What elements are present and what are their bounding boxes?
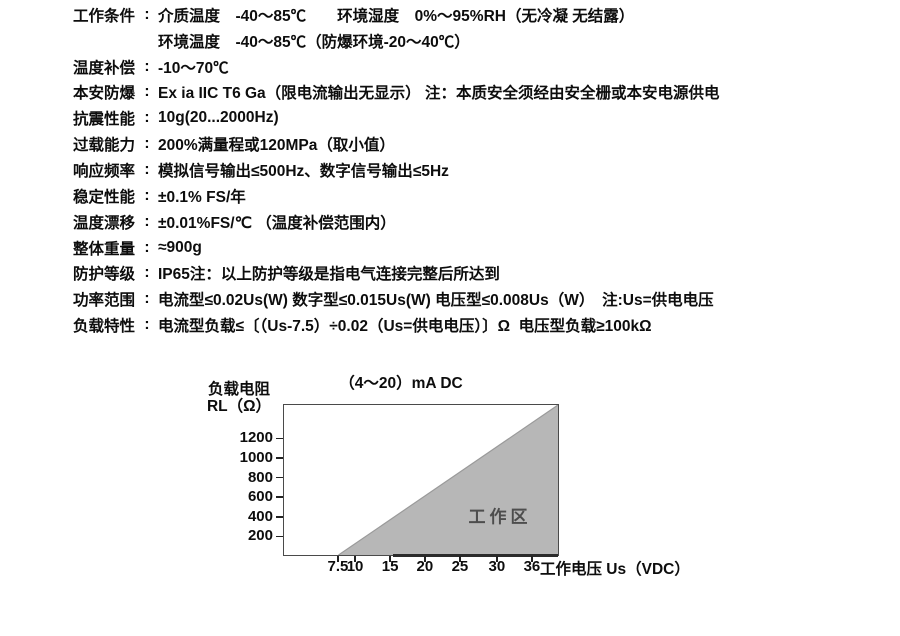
x-tick-mark: [389, 556, 391, 562]
spec-label: 稳定性能: [73, 188, 136, 206]
spec-label: 抗震性能: [73, 111, 136, 129]
spec-value: 10g(20...2000Hz): [158, 109, 279, 127]
boundary-line: [338, 405, 558, 555]
y-tick-label: 800: [247, 468, 273, 486]
spec-row: 环境温度 -40～85℃（防爆环境-20～40℃）: [73, 28, 720, 54]
spec-label: 防护等级: [73, 266, 136, 284]
spec-value: 模拟信号输出≤500Hz、数字信号输出≤5Hz: [158, 162, 449, 180]
spec-value: 电流型负载≤〔（Us-7.5）÷0.02（Us=供电电压）〕Ω 电压型负载≥10…: [158, 318, 652, 336]
spec-value: IP65注：以上防护等级是指电气连接完整后所达到: [158, 266, 500, 284]
y-axis-title-line2: RL（Ω）: [206, 397, 272, 415]
y-tick-mark: [276, 535, 283, 538]
x-tick-mark: [531, 556, 533, 562]
x-tick-mark: [337, 556, 339, 562]
spec-colon: :: [144, 212, 150, 230]
spec-colon: :: [144, 57, 150, 75]
x-tick-label: 20: [416, 558, 434, 575]
x-axis-thick-line: [393, 554, 558, 557]
x-axis-title: 工作电压 Us（VDC）: [540, 561, 690, 578]
working-area-chart-canvas: [338, 405, 558, 555]
spec-value: ≈900g: [158, 238, 202, 256]
y-tick-mark: [276, 496, 283, 498]
x-tick-mark: [354, 556, 356, 562]
spec-value: -10～70℃: [158, 59, 229, 77]
spec-label: 本安防爆: [73, 85, 136, 103]
spec-row: 防护等级: IP65注：以上防护等级是指电气连接完整后所达到: [73, 260, 720, 286]
y-axis-title: 负载电阻 RL（Ω）: [197, 381, 281, 415]
spec-label: 温度漂移: [73, 214, 136, 232]
spec-label: 响应频率: [73, 162, 136, 180]
spec-colon: :: [144, 5, 150, 23]
x-tick-label: 7.5: [327, 558, 349, 575]
spec-row: 负载特性: 电流型负载≤〔（Us-7.5）÷0.02（Us=供电电压）〕Ω 电压型…: [73, 312, 720, 338]
spec-value: 电流型≤0.02Us(W) 数字型≤0.015Us(W) 电压型≤0.008Us…: [158, 292, 714, 310]
spec-row: 本安防爆: Ex ia IIC T6 Ga（限电流输出无显示） 注：本质安全须经由…: [73, 80, 720, 106]
spec-row: 温度补偿: -10～70℃: [73, 54, 720, 80]
y-tick-mark: [276, 476, 283, 479]
spec-label: 整体重量: [73, 240, 136, 258]
spec-value: Ex ia IIC T6 Ga（限电流输出无显示） 注：本质安全须经由安全栅或本…: [158, 85, 720, 103]
spec-row: 整体重量: ≈900g: [73, 235, 720, 261]
y-tick-mark: [276, 437, 283, 440]
spec-value: 介质温度 -40～85℃ 环境湿度 0%～95%RH（无冷凝 无结露）: [158, 7, 635, 25]
plot-area: [283, 404, 559, 557]
spec-value: 200%满量程或120MPa（取小值）: [158, 137, 395, 155]
spec-label: 工作条件: [73, 7, 136, 25]
spec-colon: :: [144, 264, 150, 282]
spec-label: 过载能力: [73, 137, 136, 155]
working-area-label: 工作区: [468, 507, 532, 527]
spec-row: 温度漂移: ±0.01%FS/℃ （温度补偿范围内）: [73, 209, 720, 235]
x-tick-label: 25: [451, 558, 469, 575]
spec-row: 工作条件: 介质温度 -40～85℃ 环境湿度 0%～95%RH（无冷凝 无结露）: [73, 2, 720, 28]
spec-value: ±0.1% FS/年: [158, 188, 246, 206]
spec-colon: :: [144, 109, 150, 127]
x-tick-mark: [424, 556, 426, 562]
spec-value: ±0.01%FS/℃ （温度补偿范围内）: [158, 214, 396, 232]
spec-colon: :: [144, 186, 150, 204]
x-tick-mark: [459, 556, 461, 562]
spec-list: 工作条件: 介质温度 -40～85℃ 环境湿度 0%～95%RH（无冷凝 无结露）…: [73, 2, 720, 338]
y-tick-label: 1200: [239, 429, 273, 447]
spec-row: 稳定性能: ±0.1% FS/年: [73, 183, 720, 209]
spec-label: 温度补偿: [73, 59, 136, 77]
y-tick-label: 400: [247, 507, 273, 525]
spec-row: 响应频率: 模拟信号输出≤500Hz、数字信号输出≤5Hz: [73, 157, 720, 183]
spec-label: 负载特性: [73, 318, 136, 336]
spec-row: 过载能力:200%满量程或120MPa（取小值）: [73, 131, 720, 157]
x-tick-label: 15: [381, 558, 399, 575]
x-tick-label: 30: [488, 558, 506, 575]
x-tick-label: 10: [346, 558, 364, 575]
y-tick-mark: [276, 515, 283, 518]
spec-colon: :: [144, 316, 150, 334]
chart-title: （4～20）mA DC: [339, 375, 463, 392]
y-tick-label: 600: [247, 488, 273, 506]
spec-colon: :: [144, 238, 150, 256]
spec-row: 功率范围: 电流型≤0.02Us(W) 数字型≤0.015Us(W) 电压型≤0.…: [73, 286, 720, 312]
y-tick-label: 200: [247, 527, 273, 545]
spec-colon: :: [144, 290, 150, 308]
spec-label: 功率范围: [73, 292, 136, 310]
y-tick-mark: [276, 457, 283, 459]
spec-value: 环境温度 -40～85℃（防爆环境-20～40℃）: [158, 33, 470, 51]
y-axis-title-line1: 负载电阻: [207, 381, 270, 398]
x-tick-mark: [496, 556, 498, 562]
spec-colon: :: [144, 83, 150, 101]
spec-colon: :: [144, 135, 150, 153]
y-tick-label: 1000: [239, 448, 273, 466]
x-tick-label: 36: [523, 558, 541, 575]
spec-row: 抗震性能:10g(20...2000Hz): [73, 105, 720, 131]
spec-colon: :: [144, 160, 150, 178]
